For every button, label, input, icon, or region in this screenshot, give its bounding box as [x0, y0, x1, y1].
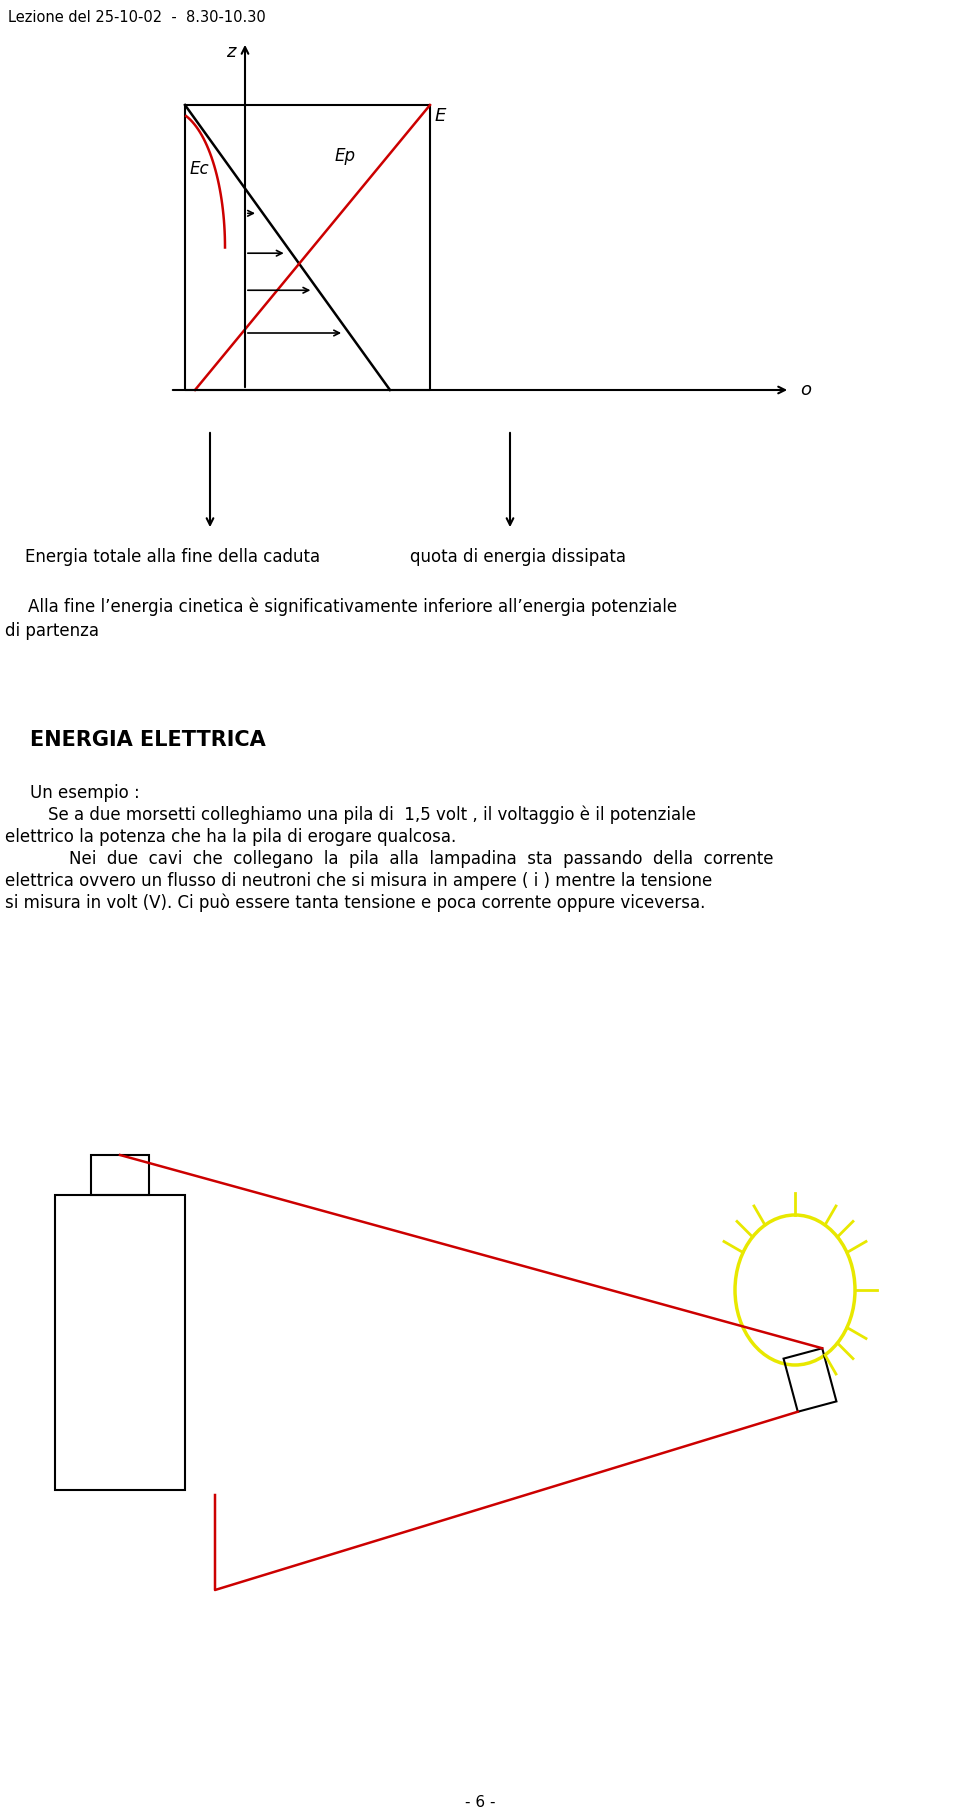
Text: di partenza: di partenza	[5, 622, 99, 640]
Text: Nei  due  cavi  che  collegano  la  pila  alla  lampadina  sta  passando  della : Nei due cavi che collegano la pila alla …	[48, 851, 774, 869]
Text: quota di energia dissipata: quota di energia dissipata	[410, 548, 626, 566]
Text: - 6 -: - 6 -	[465, 1796, 495, 1810]
Text: E: E	[435, 107, 446, 125]
Text: ENERGIA ELETTRICA: ENERGIA ELETTRICA	[30, 729, 266, 749]
Text: Alla fine l’energia cinetica è significativamente inferiore all’energia potenzia: Alla fine l’energia cinetica è significa…	[28, 599, 677, 617]
Text: z: z	[227, 44, 236, 62]
Text: Ec: Ec	[190, 160, 209, 178]
Text: elettrica ovvero un flusso di neutroni che si misura in ampere ( i ) mentre la t: elettrica ovvero un flusso di neutroni c…	[5, 873, 712, 891]
Text: Se a due morsetti colleghiamo una pila di  1,5 volt , il voltaggio è il potenzia: Se a due morsetti colleghiamo una pila d…	[48, 805, 696, 825]
Text: o: o	[800, 381, 811, 399]
Text: Energia totale alla fine della caduta: Energia totale alla fine della caduta	[25, 548, 320, 566]
Text: si misura in volt (V). Ci può essere tanta tensione e poca corrente oppure vicev: si misura in volt (V). Ci può essere tan…	[5, 894, 706, 912]
Text: Ep: Ep	[335, 147, 356, 165]
Text: Lezione del 25-10-02  -  8.30-10.30: Lezione del 25-10-02 - 8.30-10.30	[8, 11, 266, 25]
Text: elettrico la potenza che ha la pila di erogare qualcosa.: elettrico la potenza che ha la pila di e…	[5, 827, 456, 845]
Text: Un esempio :: Un esempio :	[30, 784, 140, 802]
